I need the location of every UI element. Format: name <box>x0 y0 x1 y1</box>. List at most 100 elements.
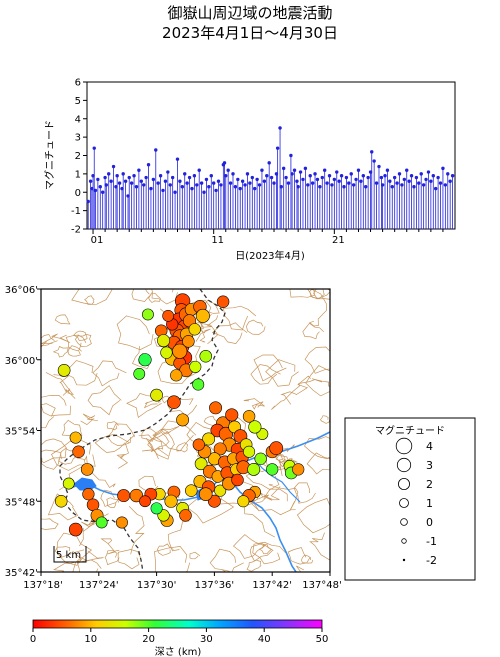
event-point <box>238 186 242 191</box>
event-point <box>436 175 440 180</box>
colorbar-tick-label: 10 <box>84 634 97 645</box>
event-point <box>111 164 116 169</box>
event-point <box>344 175 349 180</box>
event-point <box>134 185 139 189</box>
contour-line <box>309 289 327 327</box>
event-point <box>115 174 119 178</box>
legend-symbol <box>397 477 410 490</box>
epicenter-dot <box>216 295 230 308</box>
event-point <box>354 177 358 182</box>
contour-line <box>189 551 201 560</box>
epicenter-dot <box>164 494 178 508</box>
river-branch-east <box>253 457 301 503</box>
epicenter-dot <box>167 395 181 409</box>
lat-tick-label: 36°06' <box>5 285 38 296</box>
epicenter-dot <box>209 401 223 415</box>
lon-tick-label: 137°36' <box>195 580 235 591</box>
contour-line <box>70 550 104 572</box>
event-point <box>158 174 163 178</box>
epicenter-points <box>54 293 305 537</box>
epicenter-dot <box>57 364 71 377</box>
event-point <box>366 175 370 180</box>
contour-line <box>199 315 219 345</box>
y-tick-label: 1 <box>75 169 81 180</box>
epicenter-dot <box>231 473 244 487</box>
event-point <box>163 179 168 183</box>
event-point <box>86 199 90 204</box>
event-point <box>100 190 105 194</box>
event-point <box>412 185 416 189</box>
epicenter-dot <box>115 516 128 529</box>
epicenter-dot <box>54 495 68 508</box>
event-point <box>359 179 363 183</box>
x-tick-label: 11 <box>211 235 224 246</box>
event-point <box>209 174 213 178</box>
epicenter-dot <box>179 509 192 522</box>
event-point <box>192 174 197 178</box>
event-point <box>183 172 187 176</box>
contour-line <box>266 452 291 473</box>
colorbar-ticks: 0 10 20 30 40 50 <box>30 628 328 645</box>
event-point <box>370 150 374 154</box>
event-point <box>168 183 172 187</box>
contour-line <box>45 372 74 396</box>
colorbar-tick-label: 40 <box>258 634 271 645</box>
event-point <box>222 161 227 165</box>
legend-label: -1 <box>426 535 437 548</box>
lon-tick-label: 137°30' <box>137 580 177 591</box>
event-point <box>248 181 252 185</box>
event-point <box>233 185 238 189</box>
chart-x-label: 日(2023年4月) <box>235 249 305 262</box>
event-point <box>335 170 339 174</box>
contour-line <box>211 322 248 344</box>
colorbar-gradient <box>32 619 323 629</box>
contour-line <box>167 398 198 417</box>
event-point <box>267 161 271 165</box>
contour-line <box>67 345 82 357</box>
event-point <box>204 177 209 182</box>
event-point <box>199 181 204 185</box>
epicenter-dot <box>214 484 227 497</box>
event-point <box>377 164 381 169</box>
contour-line <box>76 559 102 572</box>
legend-symbol <box>399 498 409 508</box>
contour-line <box>296 498 330 534</box>
epicenter-dot <box>139 495 151 508</box>
epicenter-dot <box>95 516 108 529</box>
event-point <box>93 188 98 193</box>
event-point <box>166 170 170 174</box>
event-point <box>330 183 334 187</box>
event-point <box>253 186 257 191</box>
contour-line <box>246 559 262 572</box>
contour-line <box>280 375 311 405</box>
contour-line <box>54 314 71 325</box>
event-point <box>385 168 390 172</box>
event-point <box>429 179 433 183</box>
chart-stems <box>86 126 455 229</box>
event-point <box>255 177 259 182</box>
event-point <box>320 175 324 180</box>
epicenter-dot <box>213 442 227 456</box>
magnitude-legend: マグニチュード 4 3 2 1 0 -1 -2 <box>344 417 476 581</box>
event-point <box>92 146 96 150</box>
contour-line <box>279 457 298 468</box>
event-point <box>262 179 267 183</box>
contour-line <box>293 482 316 504</box>
event-point <box>342 185 346 189</box>
event-point <box>156 181 160 185</box>
contour-line <box>54 546 74 558</box>
contour-line <box>84 295 95 305</box>
event-point <box>424 177 428 182</box>
contour-line <box>71 289 113 306</box>
contour-line <box>41 449 62 470</box>
epicenter-dot <box>182 335 195 348</box>
event-point <box>446 172 450 176</box>
event-point <box>231 172 235 176</box>
event-point <box>405 168 409 172</box>
event-point <box>197 168 201 172</box>
event-point <box>269 175 274 180</box>
contour-line <box>306 452 330 475</box>
y-tick-label: 5 <box>75 96 81 107</box>
contour-line <box>287 547 311 565</box>
legend-items: 4 3 2 1 0 -1 -2 <box>395 437 437 567</box>
